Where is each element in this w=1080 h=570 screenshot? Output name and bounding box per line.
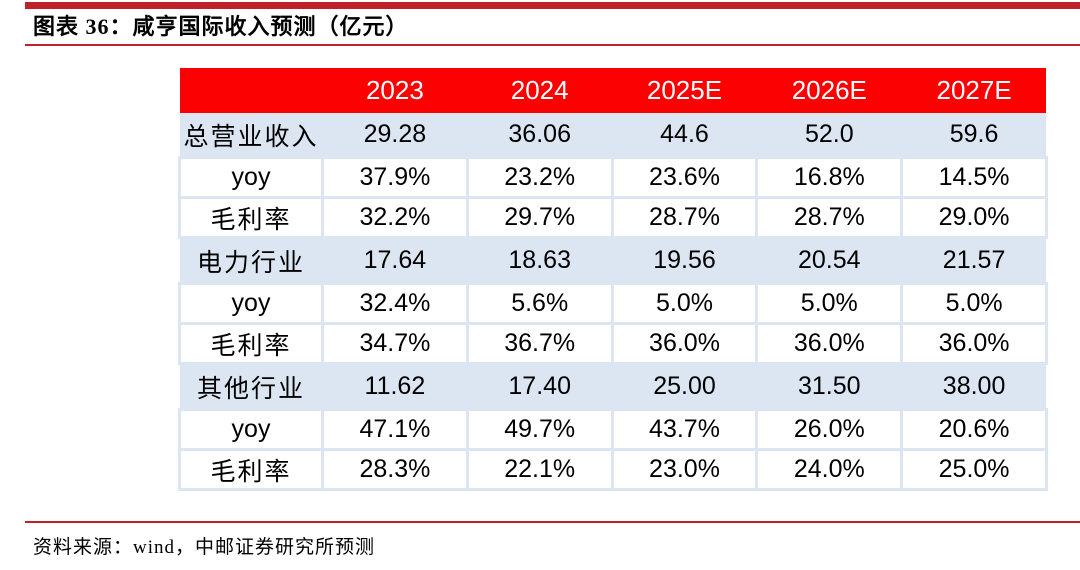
cell: 47.1% <box>321 408 469 451</box>
footer-divider <box>25 521 1080 523</box>
cell: 59.6 <box>901 113 1047 158</box>
title-divider <box>25 44 1080 46</box>
table-row: yoy 37.9% 23.2% 23.6% 16.8% 14.5% <box>178 156 1048 199</box>
table-row: 毛利率 34.7% 36.7% 36.0% 36.0% 36.0% <box>178 322 1048 365</box>
row-label: 电力行业 <box>179 237 323 284</box>
cell: 5.0% <box>610 282 759 325</box>
cell: 29.0% <box>900 196 1048 239</box>
table-header-row: 2023 2024 2025E 2026E 2027E <box>179 68 1047 113</box>
cell: 5.0% <box>900 282 1048 325</box>
cell: 38.00 <box>901 363 1047 410</box>
cell: 23.2% <box>465 156 614 199</box>
cell: 49.7% <box>465 408 614 451</box>
cell: 5.0% <box>755 282 904 325</box>
top-accent-bar <box>25 2 1080 9</box>
cell: 44.6 <box>612 113 757 158</box>
row-label: yoy <box>178 156 324 199</box>
cell: 11.62 <box>322 363 468 410</box>
cell: 31.50 <box>756 363 902 410</box>
cell: 26.0% <box>755 408 904 451</box>
row-label: yoy <box>178 282 324 325</box>
figure-title: 图表 36：咸亨国际收入预测（亿元） <box>33 14 409 39</box>
cell: 52.0 <box>756 113 902 158</box>
cell: 14.5% <box>900 156 1048 199</box>
cell: 20.54 <box>756 237 902 284</box>
cell: 18.63 <box>467 237 613 284</box>
cell: 23.0% <box>610 448 759 491</box>
cell: 36.06 <box>467 113 613 158</box>
row-label: 毛利率 <box>178 196 324 239</box>
cell: 34.7% <box>321 322 469 365</box>
cell: 25.0% <box>900 448 1048 491</box>
cell: 5.6% <box>465 282 614 325</box>
cell: 17.40 <box>467 363 613 410</box>
row-label: yoy <box>178 408 324 451</box>
cell: 37.9% <box>321 156 469 199</box>
cell: 29.28 <box>322 113 468 158</box>
row-label: 毛利率 <box>178 322 324 365</box>
table-row: 电力行业 17.64 18.63 19.56 20.54 21.57 <box>179 237 1047 284</box>
cell: 36.0% <box>755 322 904 365</box>
table-row: 总营业收入 29.28 36.06 44.6 52.0 59.6 <box>179 113 1047 158</box>
cell: 16.8% <box>755 156 904 199</box>
cell: 43.7% <box>610 408 759 451</box>
cell: 32.4% <box>321 282 469 325</box>
table-row: yoy 47.1% 49.7% 43.7% 26.0% 20.6% <box>178 408 1048 451</box>
table-row: 毛利率 32.2% 29.7% 28.7% 28.7% 29.0% <box>178 196 1048 239</box>
cell: 36.0% <box>900 322 1048 365</box>
table-row: yoy 32.4% 5.6% 5.0% 5.0% 5.0% <box>178 282 1048 325</box>
cell: 36.0% <box>610 322 759 365</box>
column-header-year: 2026E <box>756 68 902 113</box>
cell: 23.6% <box>610 156 759 199</box>
column-header-year: 2025E <box>612 68 757 113</box>
cell: 20.6% <box>900 408 1048 451</box>
cell: 25.00 <box>612 363 757 410</box>
table-row: 其他行业 11.62 17.40 25.00 31.50 38.00 <box>179 363 1047 410</box>
column-header-year: 2027E <box>901 68 1047 113</box>
cell: 28.7% <box>610 196 759 239</box>
cell: 21.57 <box>901 237 1047 284</box>
cell: 29.7% <box>465 196 614 239</box>
column-header-blank <box>179 68 323 113</box>
cell: 19.56 <box>612 237 757 284</box>
column-header-year: 2023 <box>322 68 468 113</box>
cell: 22.1% <box>465 448 614 491</box>
row-label: 其他行业 <box>179 363 323 410</box>
revenue-forecast-table: 2023 2024 2025E 2026E 2027E 总营业收入 29.28 … <box>178 68 1048 491</box>
cell: 17.64 <box>322 237 468 284</box>
cell: 32.2% <box>321 196 469 239</box>
table-row: 毛利率 28.3% 22.1% 23.0% 24.0% 25.0% <box>178 448 1048 491</box>
source-note: 资料来源：wind，中邮证券研究所预测 <box>33 537 376 558</box>
column-header-year: 2024 <box>467 68 613 113</box>
cell: 28.3% <box>321 448 469 491</box>
cell: 36.7% <box>465 322 614 365</box>
cell: 24.0% <box>755 448 904 491</box>
row-label: 总营业收入 <box>179 113 323 158</box>
row-label: 毛利率 <box>178 448 324 491</box>
cell: 28.7% <box>755 196 904 239</box>
